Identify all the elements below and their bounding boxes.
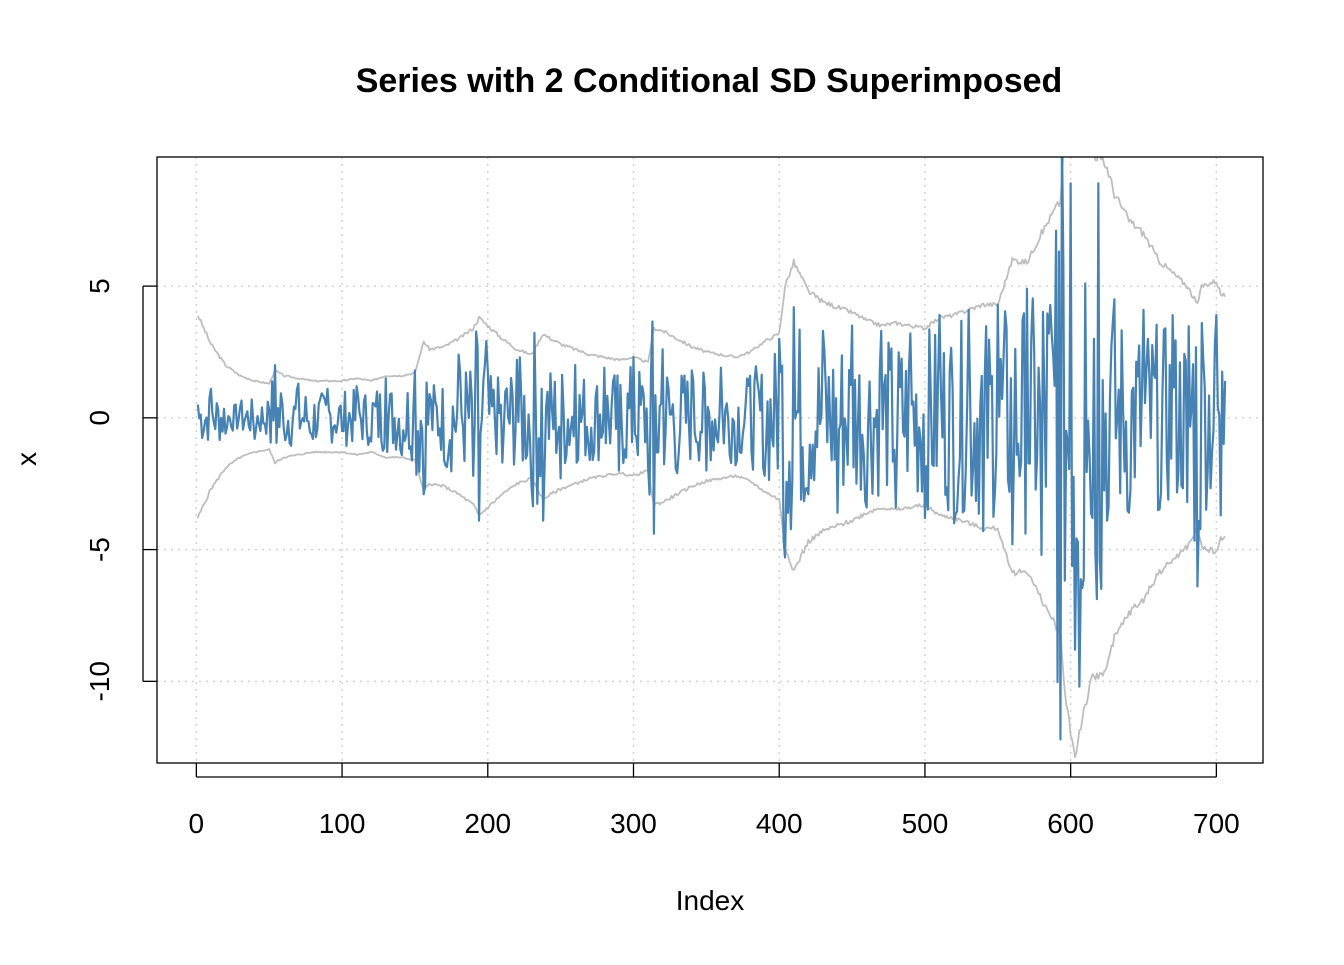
- chart-title: Series with 2 Conditional SD Superimpose…: [356, 62, 1063, 100]
- y-tick-label: -5: [84, 537, 115, 562]
- y-axis-label: x: [11, 452, 42, 466]
- x-tick-label: 500: [902, 808, 949, 839]
- x-tick-label: 100: [319, 808, 366, 839]
- x-tick-label: 0: [189, 808, 205, 839]
- x-axis-label: Index: [676, 885, 745, 916]
- y-tick-label: -10: [84, 661, 115, 701]
- y-tick-label: 5: [84, 278, 115, 294]
- x-tick-label: 700: [1193, 808, 1240, 839]
- x-tick-label: 600: [1047, 808, 1094, 839]
- x-tick-label: 300: [610, 808, 657, 839]
- x-tick-label: 400: [756, 808, 803, 839]
- x-tick-label: 200: [464, 808, 511, 839]
- y-tick-label: 0: [84, 410, 115, 426]
